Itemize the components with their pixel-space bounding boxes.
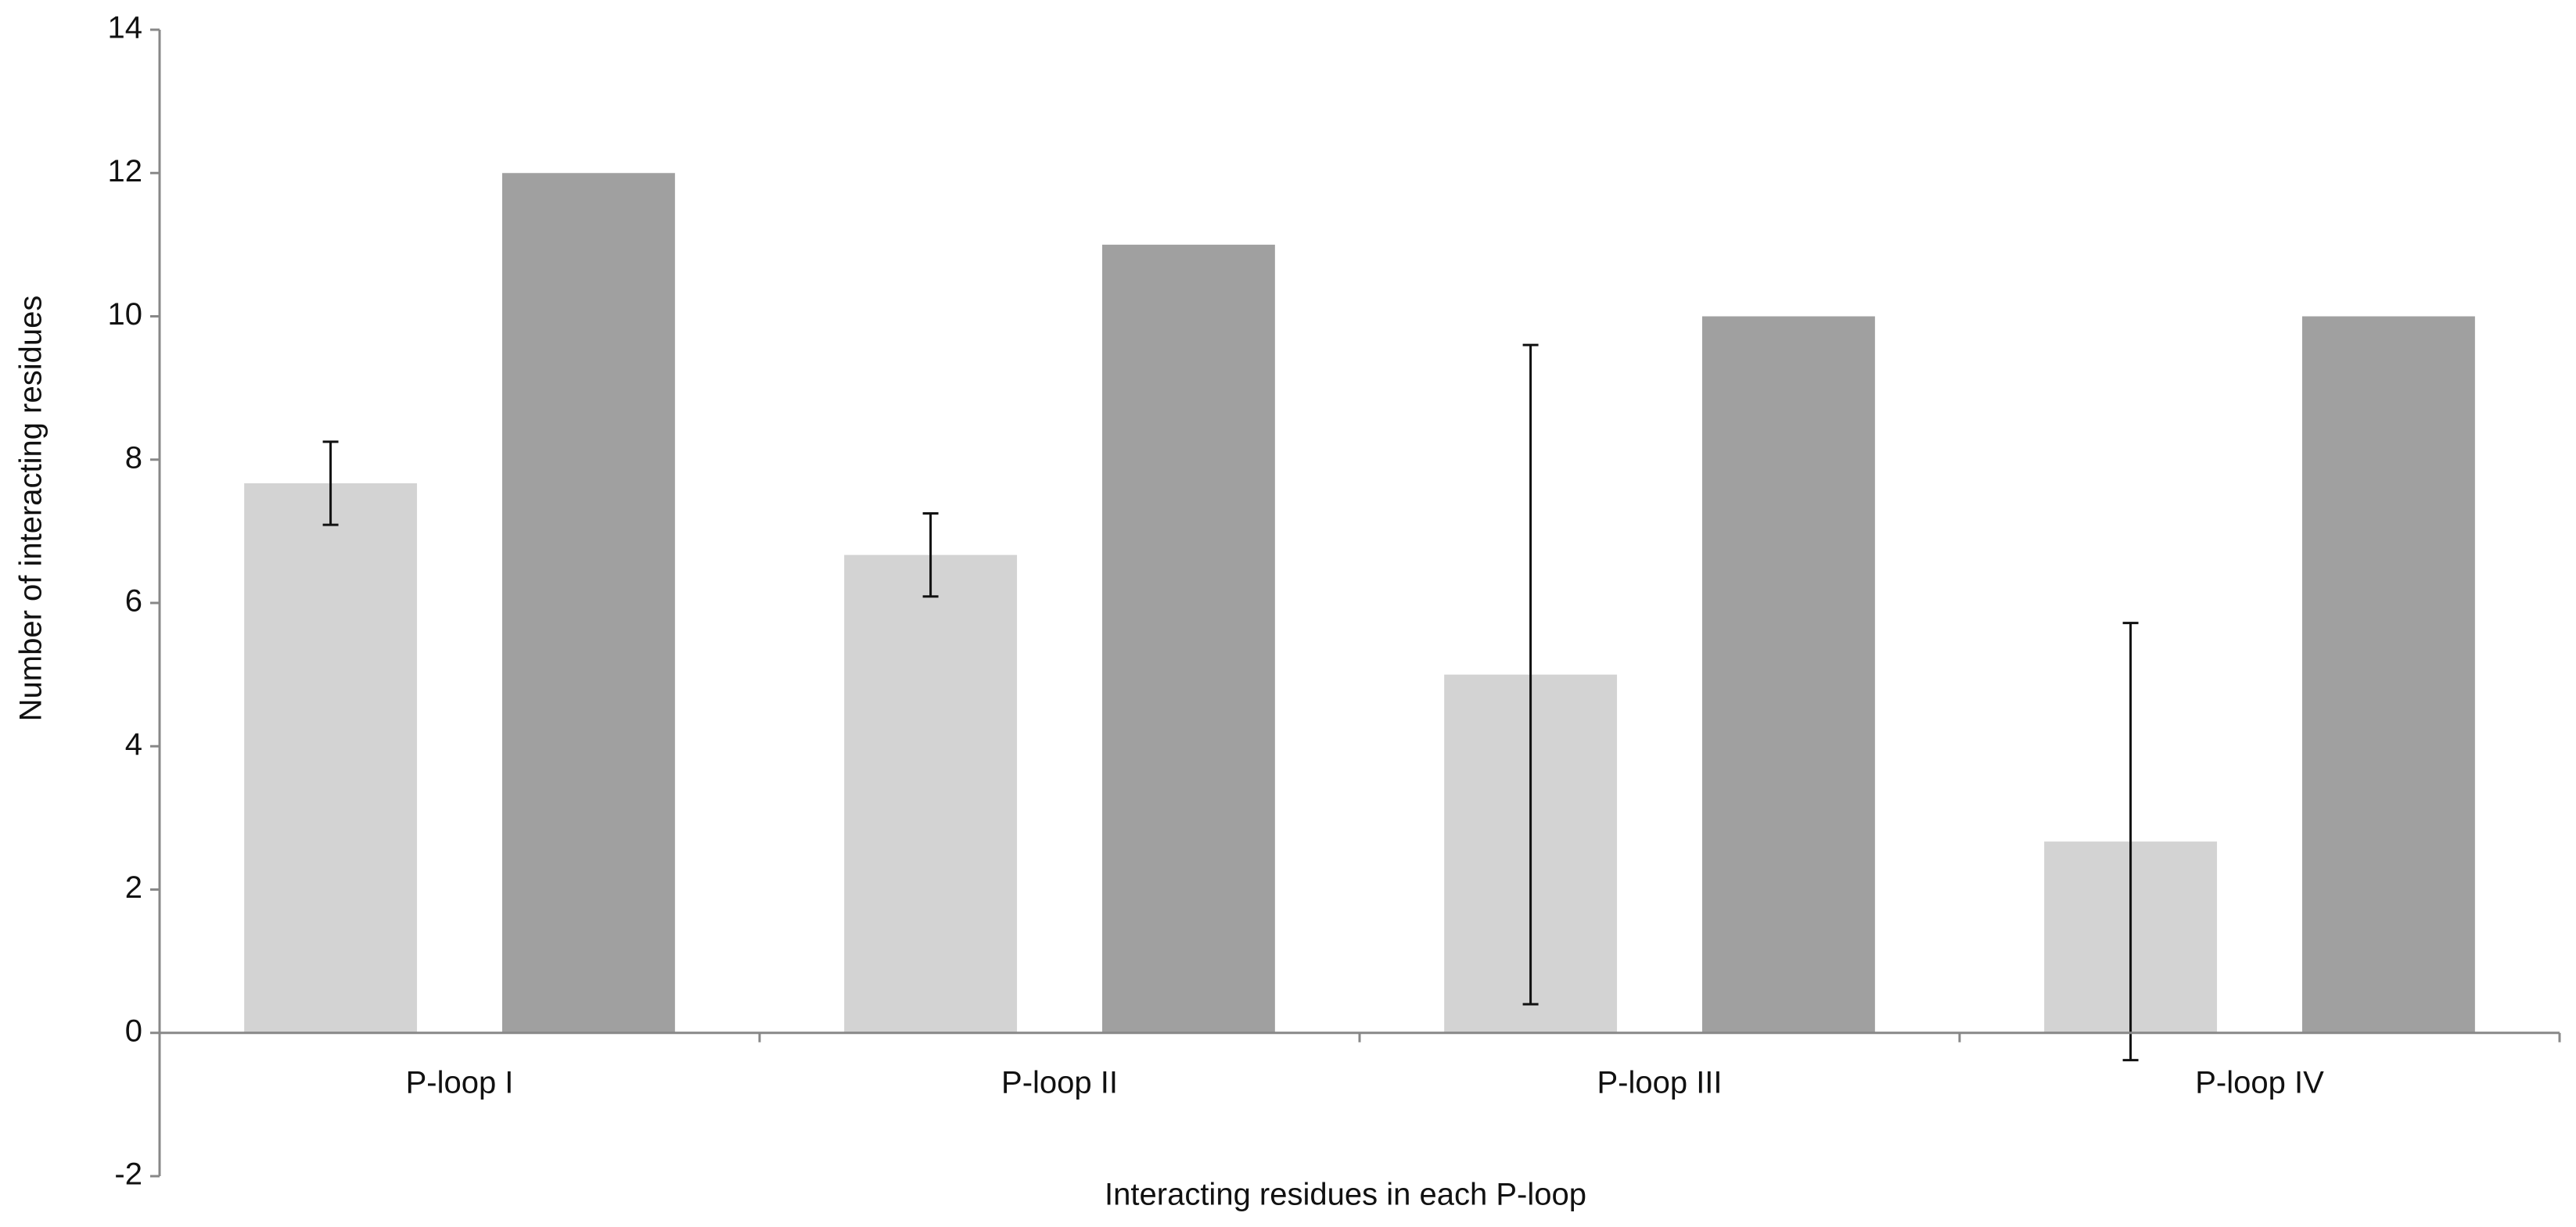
x-axis-label: Interacting residues in each P-loop (1105, 1178, 1586, 1212)
y-tick-label: 10 (108, 297, 143, 332)
bar (1101, 244, 1275, 1033)
x-tick-label: P-loop IV (2195, 1065, 2324, 1100)
bar (844, 554, 1018, 1033)
error-bar (922, 511, 939, 598)
y-tick-label: 2 (125, 870, 142, 905)
bar (501, 173, 675, 1033)
y-tick-label: 8 (125, 440, 142, 475)
bar (2301, 316, 2475, 1033)
y-tick-label: 14 (108, 11, 143, 45)
y-tick-label: 12 (108, 154, 143, 188)
bar (244, 483, 418, 1033)
y-tick-label: -2 (114, 1157, 142, 1192)
error-bar (1522, 343, 1539, 1006)
y-tick-label: 6 (125, 584, 142, 619)
y-axis-label: Number of interacting residues (14, 296, 49, 722)
bar (1701, 316, 1875, 1033)
y-tick-label: 0 (125, 1014, 142, 1048)
error-bar (322, 440, 339, 526)
x-tick-label: P-loop I (406, 1065, 514, 1100)
y-tick-label: 4 (125, 727, 142, 762)
error-bar (2122, 622, 2139, 1062)
x-tick-label: P-loop II (1001, 1065, 1118, 1100)
x-tick-label: P-loop III (1597, 1065, 1722, 1100)
